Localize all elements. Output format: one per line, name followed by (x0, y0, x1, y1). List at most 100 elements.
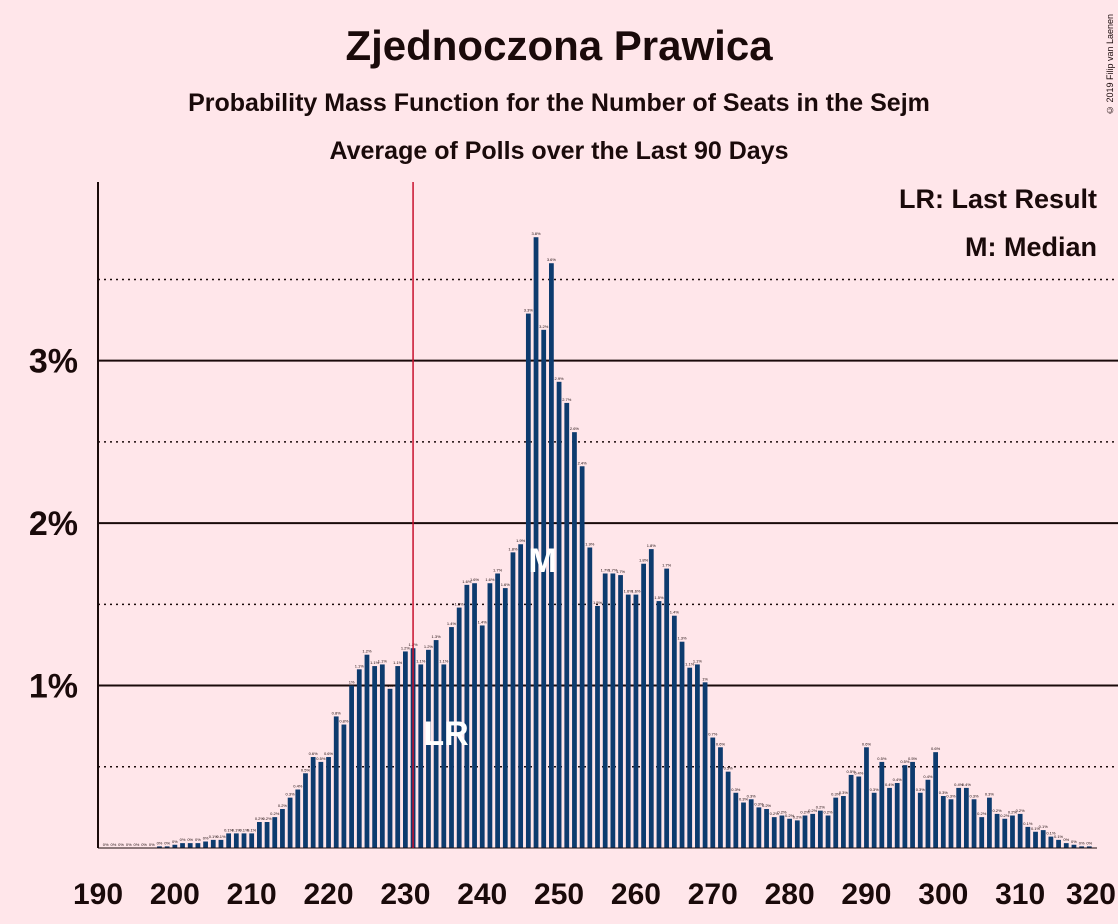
bar-value-label: 0.2% (1016, 808, 1026, 813)
bar (695, 664, 700, 848)
bar-value-label: 0.2% (800, 810, 810, 815)
bar-value-label: 0.6% (324, 751, 334, 756)
bar-value-label: 1.3% (432, 634, 442, 639)
bar (864, 747, 869, 848)
bar-value-label: 0.4% (893, 777, 903, 782)
bar-value-label: 1.5% (593, 600, 603, 605)
bar (572, 432, 577, 848)
bar (303, 773, 308, 848)
bar (1033, 831, 1038, 848)
bar-value-label: 0.2% (793, 814, 803, 819)
bar-value-label: 1.6% (624, 589, 634, 594)
bar (1056, 839, 1061, 848)
bar (718, 747, 723, 848)
bar (748, 799, 754, 848)
bar (925, 779, 931, 848)
bar-value-label: 0.1% (224, 827, 234, 832)
bar (579, 466, 585, 848)
bar (771, 817, 777, 848)
bar-value-label: 0.2% (993, 808, 1003, 813)
bar (433, 640, 439, 848)
bar (449, 627, 454, 848)
bar-value-label: 1.1% (693, 658, 703, 663)
bar (1040, 830, 1046, 848)
bar (280, 809, 285, 848)
bar-value-label: 1.7% (601, 567, 611, 572)
bar-value-label: 0.3% (985, 792, 995, 797)
x-tick-label: 190 (73, 878, 123, 911)
bar (764, 809, 769, 848)
bar-value-label: 0.3% (916, 787, 926, 792)
annotations: LR M LR: Last Result M: Median (412, 182, 1097, 848)
bar-value-label: 0% (187, 837, 193, 842)
bar-value-label: 2.6% (570, 426, 580, 431)
bar-value-label: 0.3% (831, 792, 841, 797)
bar (817, 810, 823, 848)
bar (787, 818, 792, 848)
bar-value-label: 1.6% (631, 589, 641, 594)
bar (256, 822, 262, 848)
bar (933, 752, 939, 848)
bar-value-label: 0.1% (1046, 831, 1056, 836)
bar-value-label: 0.7% (708, 732, 718, 737)
bar-value-label: 2.4% (578, 460, 588, 465)
bar (541, 329, 547, 848)
bar (687, 667, 693, 848)
bar-value-label: 0.5% (900, 759, 910, 764)
y-tick-label: 1% (29, 668, 78, 706)
bar (794, 820, 800, 848)
bar-value-label: 1.8% (647, 543, 657, 548)
bar-value-label: 0.8% (332, 710, 342, 715)
bar (648, 549, 654, 848)
x-tick-label: 290 (841, 878, 891, 911)
bar-value-label: 0.4% (962, 782, 972, 787)
bar-value-label: 0.3% (286, 792, 296, 797)
bar (172, 844, 178, 848)
legend-entry: LR: Last Result (899, 184, 1097, 214)
bar (664, 568, 670, 848)
bar-value-label: 1.7% (616, 569, 626, 574)
bar-value-label: 1.4% (670, 610, 680, 615)
bar (887, 787, 892, 848)
bar (372, 666, 378, 848)
bar (187, 843, 193, 848)
bar (902, 765, 908, 848)
bar (233, 833, 239, 848)
bar (756, 807, 762, 848)
bar-value-label: 1.1% (393, 660, 403, 665)
bar-value-label: 0.1% (216, 834, 226, 839)
bar (195, 843, 201, 848)
bar-value-label: 1.3% (677, 636, 687, 641)
bar-value-label: 1.6% (485, 577, 495, 582)
bar (326, 757, 331, 848)
bar-value-label: 1.7% (662, 563, 672, 568)
bar (1017, 813, 1023, 848)
bar (625, 594, 631, 848)
x-tick-label: 220 (304, 878, 354, 911)
bar-value-label: 0.5% (908, 756, 918, 761)
bar (671, 615, 677, 848)
bar-value-label: 1.4% (447, 621, 457, 626)
bar (241, 833, 247, 848)
bar-value-label: 0% (149, 842, 155, 847)
bar-value-label: 0.3% (839, 790, 849, 795)
bar-value-label: 0% (141, 842, 147, 847)
bar (802, 815, 808, 848)
bar-value-label: 0.4% (954, 782, 964, 787)
bar (1063, 843, 1069, 848)
bar (956, 787, 962, 848)
bar-value-label: 1.5% (455, 602, 465, 607)
bar (602, 573, 608, 848)
bar (710, 737, 716, 848)
bar (856, 776, 862, 848)
bar-value-label: 0.3% (969, 793, 979, 798)
bar-value-label: 0% (157, 840, 163, 845)
bar-value-label: 1.7% (493, 567, 503, 572)
bar-value-label: 0.1% (209, 834, 219, 839)
bar-value-label: 1.2% (424, 644, 434, 649)
bar-value-label: 0.4% (923, 774, 933, 779)
bar-value-label: 0% (134, 842, 140, 847)
bar (595, 605, 600, 848)
bar-value-label: 0.3% (939, 790, 949, 795)
bar (464, 584, 470, 848)
